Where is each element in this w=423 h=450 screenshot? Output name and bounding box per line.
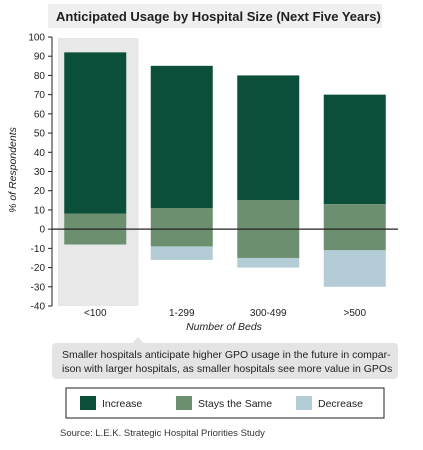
category-label: 300-499 [250,308,287,319]
bar-stays-same-3 [323,204,386,251]
y-tick-label: 100 [28,33,45,44]
y-tick-label: 80 [34,71,46,82]
bar-decrease-3 [323,250,386,287]
y-tick-label: 70 [34,90,46,101]
y-axis-title: % of Respondents [7,126,19,213]
legend-swatch-0 [80,396,96,410]
y-tick-label: 0 [39,225,45,236]
bar-increase-1 [150,65,213,209]
y-tick-label: 60 [34,109,46,120]
y-tick-label: 20 [34,186,46,197]
y-tick-label: 40 [34,148,46,159]
category-label: >500 [343,308,366,319]
title-background [48,4,382,28]
y-tick-label: -30 [31,282,46,293]
bar-stays-same-1 [150,208,213,247]
bars-group [64,52,386,287]
bar-decrease-2 [237,257,300,268]
legend-swatch-1 [176,396,192,410]
y-tick-label: -10 [31,244,46,255]
category-label: 1-299 [169,308,195,319]
legend-label-0: Increase [102,398,142,410]
y-tick-label: 90 [34,52,46,63]
callout-line-1: Smaller hospitals anticipate higher GPO … [62,349,391,361]
callout-line-2: ison with larger hospitals, as smaller h… [62,363,392,375]
bar-decrease-1 [150,246,213,260]
y-tick-label: 10 [34,205,46,216]
x-axis-title: Number of Beds [186,321,263,333]
category-label: <100 [84,308,107,319]
bar-increase-0 [64,52,127,214]
legend-swatch-2 [296,396,312,410]
category-labels-group: <100 1-299 300-499 >500 [84,308,366,319]
y-tick-label: 50 [34,129,46,140]
source-note: Source: L.E.K. Strategic Hospital Priori… [60,428,265,439]
bar-increase-2 [237,75,300,201]
legend-label-2: Decrease [318,398,363,410]
y-tick-label: 30 [34,167,46,178]
bar-increase-3 [323,94,386,205]
legend-items-group: Increase Stays the Same Decrease [80,396,363,410]
legend-box [65,387,385,419]
y-tick-label: -20 [31,263,46,274]
y-tick-label: -40 [31,302,46,313]
chart-title: Anticipated Usage by Hospital Size (Next… [56,9,381,24]
legend-label-1: Stays the Same [198,398,272,410]
callout-box [52,343,398,379]
